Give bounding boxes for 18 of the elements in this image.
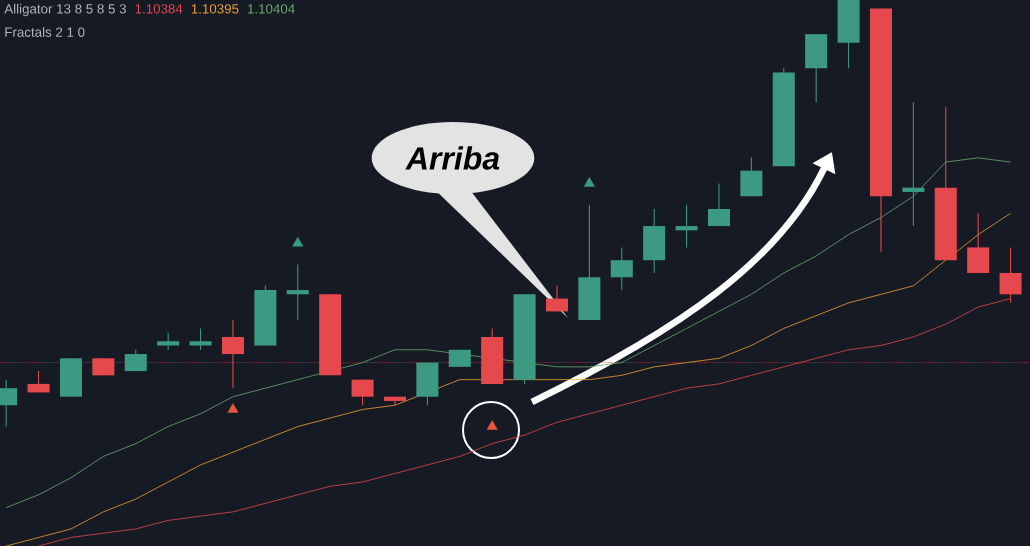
annotation: 1.10404: [248, 4, 295, 14]
candlestick: [351, 379, 374, 406]
candlestick: [610, 246, 633, 291]
candlestick: [189, 327, 212, 351]
annotation: Arriba: [405, 146, 500, 170]
candlestick: [675, 204, 698, 248]
candlestick: [902, 101, 925, 227]
annotation: Fractals 2 1 0: [5, 27, 85, 37]
point: [292, 236, 304, 247]
point: [486, 420, 498, 430]
candlestick: [707, 182, 730, 227]
annotation: 1.10395: [191, 4, 239, 14]
candlestick: [545, 285, 568, 312]
point: [227, 403, 239, 413]
annotation: 1.10384: [135, 4, 183, 14]
annotation: Alligator 13 8 5 8 5 3: [4, 3, 126, 17]
candlestick: [286, 263, 309, 321]
point: [583, 177, 595, 187]
